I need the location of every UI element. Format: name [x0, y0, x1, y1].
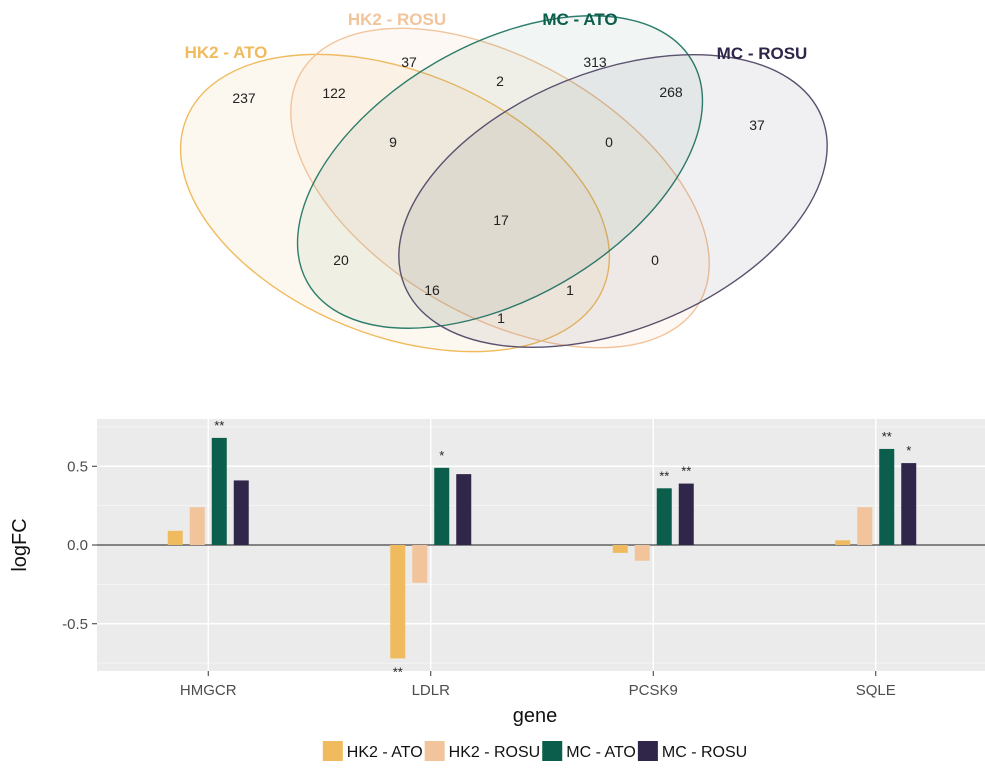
legend-item: MC - ATO	[542, 741, 636, 761]
bar	[456, 474, 472, 545]
legend-item: MC - ROSU	[637, 741, 747, 761]
venn-count-hk2-ato-hk2-rosu: 122	[322, 85, 346, 101]
legend-swatch	[637, 741, 658, 761]
bar	[434, 467, 450, 545]
x-tick-label: PCSK9	[629, 682, 678, 699]
x-tick-label: SQLE	[856, 682, 896, 699]
venn-count-all-four: 17	[493, 212, 509, 228]
significance-marker: *	[439, 448, 444, 463]
x-axis-title: gene	[513, 705, 558, 727]
legend: HK2 - ATO HK2 - ROSU MC - ATO MC - ROSU	[322, 741, 747, 761]
venn-count-mc-ato-mc-rosu: 268	[659, 84, 683, 100]
bar	[412, 545, 428, 583]
significance-markers: ******* *****	[214, 418, 911, 680]
legend-swatch	[542, 741, 563, 761]
bar	[189, 507, 205, 545]
venn-ellipse-hk2-ato	[179, 53, 611, 353]
bar	[879, 448, 895, 545]
venn-count-three-without-hk2-rosu: 16	[424, 282, 440, 298]
legend-label: MC - ATO	[566, 744, 636, 761]
venn-count-three-without-hk2-ato: 0	[605, 134, 613, 150]
bar	[901, 463, 917, 545]
venn-diagram: HK2 - ATO HK2 - ROSU MC - ATO MC - ROSU …	[179, 10, 828, 353]
x-tick-label: HMGCR	[180, 682, 237, 699]
legend-swatch	[424, 741, 445, 761]
venn-set-label-hk2-ato: HK2 - ATO	[185, 43, 268, 62]
venn-count-hk2-ato-mc-ato: 20	[333, 252, 349, 268]
significance-marker: **	[681, 464, 691, 479]
venn-count-hk2-rosu-mc-ato: 2	[496, 73, 504, 89]
venn-set-label-mc-rosu: MC - ROSU	[717, 44, 808, 63]
significance-marker: **	[659, 468, 669, 483]
legend-label: HK2 - ATO	[347, 744, 423, 761]
bar	[233, 480, 249, 545]
bar	[167, 530, 183, 545]
significance-marker: **	[882, 429, 892, 444]
bar	[678, 483, 694, 545]
bars	[167, 437, 917, 659]
bar	[390, 545, 406, 659]
venn-count-hk2-ato-mc-rosu: 1	[497, 310, 505, 326]
significance-marker: **	[393, 664, 403, 679]
venn-count-mc-rosu-only: 37	[749, 117, 765, 133]
y-tick-label: 0.5	[67, 458, 88, 475]
legend-swatch	[322, 741, 343, 761]
venn-set-label-hk2-rosu: HK2 - ROSU	[348, 10, 446, 29]
y-tick-label: 0.0	[67, 537, 88, 554]
venn-count-three-without-mc-rosu: 9	[389, 134, 397, 150]
bar-chart: ******* ***** -0.50.00.5 HMGCR LDLR PCSK9 SQ…	[9, 418, 985, 761]
bar	[857, 507, 873, 545]
legend-item: HK2 - ATO	[322, 741, 423, 761]
y-tick-label: -0.5	[62, 616, 88, 633]
venn-set-label-mc-ato: MC - ATO	[542, 10, 617, 29]
legend-label: HK2 - ROSU	[449, 744, 541, 761]
y-tick-labels: -0.5 0.0 0.5	[62, 458, 97, 633]
venn-ellipse-mc-rosu	[398, 53, 828, 349]
x-tick-label: LDLR	[412, 682, 451, 699]
venn-count-hk2-rosu-only: 37	[401, 54, 417, 70]
x-tick-labels: HMGCR LDLR PCSK9 SQLE	[180, 671, 896, 699]
bar	[211, 437, 227, 545]
bar	[656, 488, 672, 545]
venn-count-three-without-mc-ato: 1	[566, 282, 574, 298]
legend-item: HK2 - ROSU	[424, 741, 541, 761]
bar	[612, 545, 628, 553]
y-axis-title: logFC	[9, 518, 31, 571]
venn-count-hk2-rosu-mc-rosu: 0	[651, 252, 659, 268]
bar	[634, 545, 650, 561]
bar	[835, 540, 851, 545]
venn-count-hk2-ato-only: 237	[232, 90, 256, 106]
venn-count-mc-ato-only: 313	[583, 54, 607, 70]
significance-marker: **	[214, 418, 224, 433]
legend-label: MC - ROSU	[662, 744, 747, 761]
significance-marker: *	[906, 443, 911, 458]
